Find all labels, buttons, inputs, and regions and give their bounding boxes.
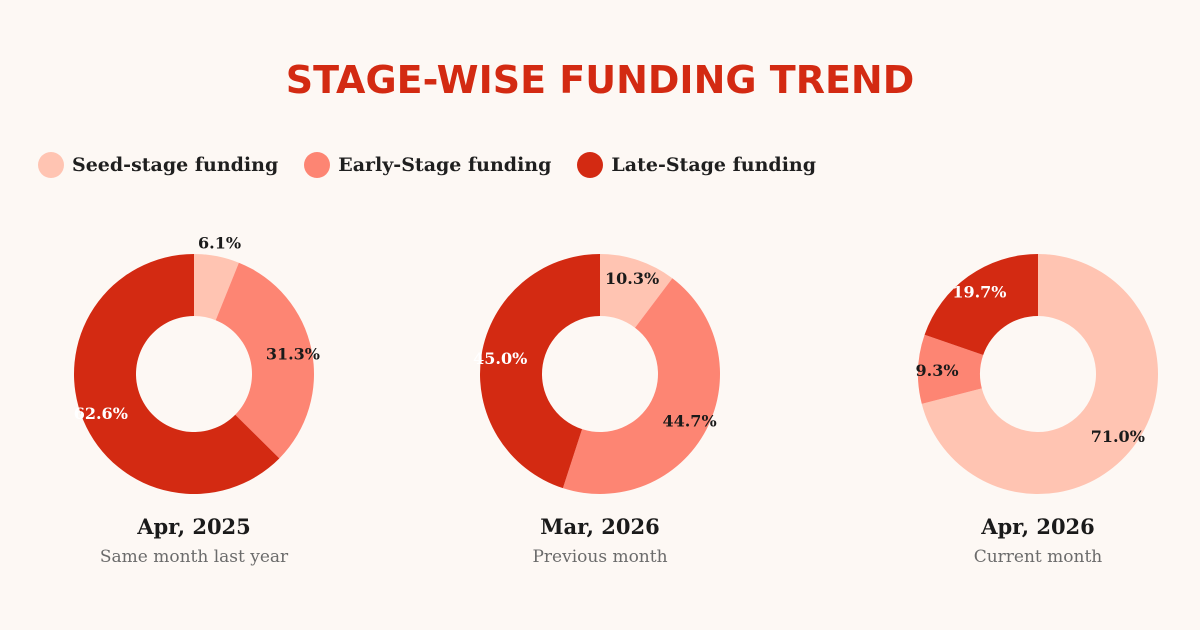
slice-label-early: 44.7% [662, 412, 716, 431]
slice-label-late: 19.7% [952, 283, 1006, 302]
legend-swatch-early [304, 152, 331, 178]
chart-date: Apr, 2026 [981, 514, 1095, 539]
chart-caption: Mar, 2026 Previous month [450, 514, 750, 567]
slice-label-seed: 10.3% [605, 269, 659, 288]
donut-chart-apr-2026: 71.0% 9.3% 19.7% Apr, 2026 Current month [888, 232, 1188, 572]
donut-slice-seed [921, 254, 1158, 494]
donut-svg-mar-2026: 10.3% 44.7% 45.0% [473, 254, 720, 494]
slice-label-late: 62.6% [74, 404, 128, 423]
donut-slice-late [924, 254, 1038, 356]
legend-swatch-seed [38, 152, 64, 178]
donut-slice-early [215, 262, 314, 459]
donut-slice-seed [194, 254, 239, 321]
chart-date: Apr, 2025 [137, 514, 251, 539]
chart-caption: Apr, 2026 Current month [888, 514, 1188, 567]
chart-subtitle: Previous month [532, 547, 668, 567]
donut-svg-apr-2025: 6.1% 31.3% 62.6% [74, 233, 320, 494]
donut-svg-apr-2026: 71.0% 9.3% 19.7% [916, 254, 1158, 494]
slice-label-seed: 6.1% [198, 233, 241, 252]
slice-label-early: 31.3% [266, 345, 320, 364]
chart-date: Mar, 2026 [540, 514, 660, 539]
chart-subtitle: Same month last year [99, 547, 289, 567]
donut-slice-seed [600, 254, 673, 328]
slice-label-late: 45.0% [473, 349, 527, 368]
legend-label-seed: Seed-stage funding [72, 154, 279, 176]
donut-chart-apr-2025: 6.1% 31.3% 62.6% Apr, 2025 Same month last… [44, 232, 344, 572]
donut-slice-early [918, 334, 984, 404]
legend-item-late: Late-Stage funding [577, 152, 816, 178]
legend: Seed-stage funding Early-Stage funding L… [38, 152, 842, 178]
legend-label-late: Late-Stage funding [611, 154, 817, 176]
slice-label-seed: 71.0% [1091, 427, 1145, 446]
donut-slice-late [480, 254, 600, 489]
legend-item-early: Early-Stage funding [304, 152, 551, 178]
legend-swatch-late [577, 152, 604, 178]
donut-slice-late [74, 253, 280, 494]
chart-title: STAGE-WISE FUNDING TREND [285, 58, 915, 102]
legend-item-seed: Seed-stage funding [38, 152, 278, 178]
donut-slice-early [562, 278, 720, 494]
donut-chart-mar-2026: 10.3% 44.7% 45.0% Mar, 2026 Previous month [450, 232, 750, 572]
chart-caption: Apr, 2025 Same month last year [44, 514, 344, 567]
legend-label-early: Early-Stage funding [338, 154, 552, 176]
chart-subtitle: Current month [973, 547, 1103, 567]
slice-label-early: 9.3% [916, 361, 959, 380]
